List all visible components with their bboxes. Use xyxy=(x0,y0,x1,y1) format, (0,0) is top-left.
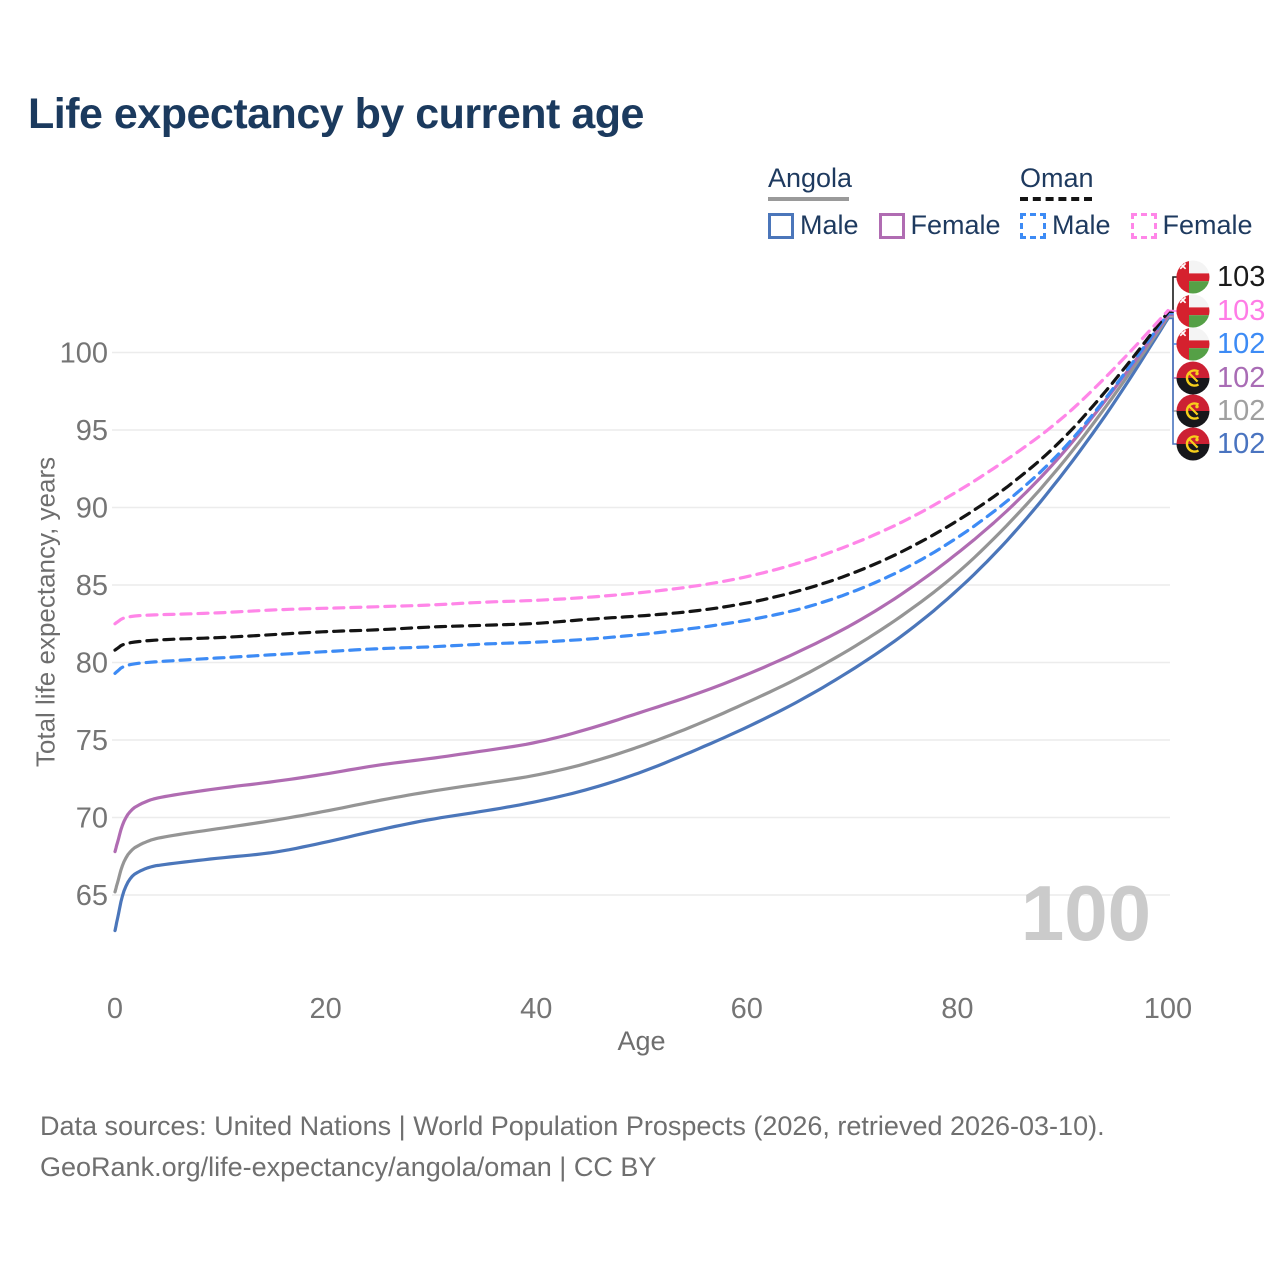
legend-group-oman: Oman Male Female xyxy=(1020,163,1253,241)
legend-row-oman: Male Female xyxy=(1020,210,1253,241)
y-tick-label: 85 xyxy=(76,570,108,602)
legend-underline-oman xyxy=(1020,197,1092,201)
x-tick-label: 80 xyxy=(941,993,973,1025)
legend-row-angola: Male Female xyxy=(768,210,1001,241)
oman-female-swatch-icon xyxy=(1130,212,1157,239)
series-line-oman_male xyxy=(113,312,1170,675)
watermark-max-age: 100 xyxy=(1021,869,1151,957)
legend-item-label: Female xyxy=(910,210,1001,240)
y-tick-label: 95 xyxy=(76,415,108,447)
series-line-angola_female xyxy=(113,313,1170,854)
legend-item-oman-male[interactable]: Male xyxy=(1020,210,1111,241)
series-line-angola_male xyxy=(113,316,1170,933)
end-label-connector-angola_male xyxy=(1169,317,1177,445)
y-tick-label: 100 xyxy=(60,338,108,370)
footer-datasource-line: Data sources: United Nations | World Pop… xyxy=(40,1111,1105,1141)
x-tick-label: 60 xyxy=(731,993,763,1025)
legend-country-oman: Oman xyxy=(1020,163,1094,193)
legend-group-angola: Angola Male Female xyxy=(768,163,1001,241)
x-tick-label: 40 xyxy=(520,993,552,1025)
series-line-oman_female xyxy=(113,309,1170,626)
angola-male-swatch-icon xyxy=(768,212,794,239)
footer-attribution-line: GeoRank.org/life-expectancy/angola/oman … xyxy=(40,1152,657,1182)
legend-item-angola-female[interactable]: Female xyxy=(878,210,1001,241)
legend-item-label: Female xyxy=(1162,210,1253,240)
x-tick-label: 20 xyxy=(309,993,341,1025)
series-line-angola_total xyxy=(113,315,1170,894)
angola-female-swatch-icon xyxy=(878,212,905,239)
y-tick-label: 90 xyxy=(76,493,108,525)
legend-country-angola: Angola xyxy=(768,163,853,193)
y-tick-label: 70 xyxy=(76,803,108,835)
y-tick-label: 80 xyxy=(76,648,108,680)
footer: Data sources: United Nations | World Pop… xyxy=(40,1106,1105,1188)
y-axis-label: Total life expectancy, years xyxy=(30,456,61,768)
x-tick-label: 100 xyxy=(1144,993,1192,1025)
legend-item-angola-male[interactable]: Male xyxy=(768,210,859,241)
x-tick-label: 0 xyxy=(107,993,123,1025)
y-tick-label: 65 xyxy=(76,880,108,912)
end-label-connector-oman_total xyxy=(1169,276,1177,313)
y-tick-label: 75 xyxy=(76,725,108,757)
legend-item-oman-female[interactable]: Female xyxy=(1130,210,1253,241)
series-line-oman_total xyxy=(113,310,1170,652)
legend-item-label: Male xyxy=(1052,210,1111,240)
oman-male-swatch-icon xyxy=(1020,212,1046,239)
x-axis-label: Age xyxy=(617,1026,665,1056)
legend-item-label: Male xyxy=(800,210,859,240)
page-title: Life expectancy by current age xyxy=(28,90,644,138)
legend-underline-angola xyxy=(768,197,849,201)
